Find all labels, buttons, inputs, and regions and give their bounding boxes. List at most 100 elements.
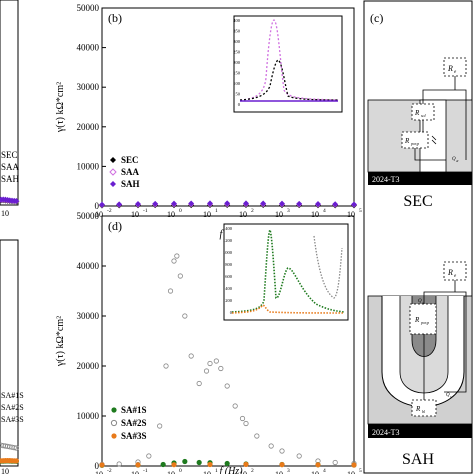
panel-d-xtick-label: 10: [311, 470, 319, 474]
inset-b-yticks-label: 400: [233, 18, 241, 23]
panel-d-point-0: [196, 459, 202, 466]
sah-diagram: 2024-T3 R e R por,p Q p R bl Q b SAH: [367, 261, 473, 468]
panel-d-legend-label-0: SA#1S: [121, 405, 147, 415]
sah-title: SAH: [402, 451, 434, 468]
panel-d-ytick-label: 40000: [77, 261, 100, 271]
panel-b-point-2: [116, 201, 123, 208]
panel-b-inset: 0 50 100 150 200 250 300 350 400: [233, 15, 343, 113]
panel-d-xtick-label: 10: [347, 470, 355, 474]
panel-b-label: (b): [108, 11, 122, 25]
panel-d-legend-marker-2: [111, 433, 117, 439]
panel-b-point-2: [296, 200, 303, 207]
panel-d-frame: [101, 215, 355, 467]
panel-d-point-2: [243, 461, 249, 467]
panel-d-xtick-label: 10: [239, 470, 247, 474]
panel-e-legend-label-0: SA#1S: [1, 391, 24, 400]
panel-d-xtick-label: 10: [203, 470, 211, 474]
inset-d-yticks-label: 400: [225, 286, 233, 291]
panel-b-xtick-exponent: 3: [287, 208, 290, 214]
panel-b-xtick-label: 10: [311, 210, 319, 219]
panel-d-point-1: [243, 420, 249, 427]
panel-d-ytick-label: 50000: [77, 211, 100, 221]
inset-d-yticks-label: 1400: [223, 226, 233, 231]
panel-e-frame: [0, 239, 19, 467]
panel-d-xtick-exponent: -1: [143, 468, 148, 474]
panel-d-point-0: [224, 460, 230, 467]
panel-d-legend-label-2: SA#3S: [121, 431, 147, 441]
panel-b-xtick-exponent: 1: [215, 208, 218, 214]
panel-d-point-1: [203, 368, 210, 374]
panel-b-point-2: [207, 200, 213, 207]
sah-circuit-wires: [423, 280, 467, 400]
sah-re-label: R: [447, 268, 453, 277]
panel-d-points: [99, 253, 357, 468]
panel-d-legend-marker-1: [110, 419, 118, 427]
panel-d-point-1: [207, 360, 213, 367]
sah-rb-sub: bl: [422, 409, 426, 414]
panel-d-point-1: [279, 448, 285, 454]
sah-cpe-bot-label: Q: [446, 393, 450, 398]
panel-b-point-2: [332, 201, 339, 208]
panel-b-point-2: [260, 200, 267, 207]
panel-b-xtick-exponent: 0: [179, 208, 182, 214]
panel-d-point-1: [182, 313, 188, 319]
panel-d-point-0: [160, 461, 166, 468]
panel-b-inset-series-saa: [239, 19, 339, 101]
panel-b-xticks: 10 -2 10 -1 10 0 10 1 10 2 10 3 10 4 10 5: [95, 202, 362, 219]
sah-substrate-label: 2024-T3: [372, 428, 400, 437]
panel-b-point-2: [243, 200, 249, 207]
panel-d-ytick-label: 0: [95, 461, 100, 471]
panel-b-legend-label-1: SAA: [121, 167, 140, 177]
sah-rb-label: R: [415, 405, 421, 413]
panel-d-point-1: [239, 415, 246, 422]
panel-c: (c) 2024-T3 R e R sol R por,p Q dl SEC: [363, 0, 473, 474]
panel-d-point-2: [171, 462, 177, 468]
inset-b-yticks-label: 0: [238, 102, 241, 107]
panel-d-x-axis-label: f (Hz): [219, 466, 243, 474]
panel-e-points-point-1: [11, 444, 17, 451]
panel-b-point-2: [188, 200, 195, 207]
panel-a-points: [0, 196, 20, 205]
panel-b-legend: SEC SAA SAH: [109, 155, 140, 189]
sec-re-label: R: [447, 64, 453, 73]
sah-rpor-box: [409, 303, 437, 335]
panel-d-xtick-label: 10: [167, 470, 175, 474]
panel-d-point-1: [157, 423, 163, 429]
panel-d-ytick-label: 10000: [77, 411, 100, 421]
panel-b-point-2: [99, 201, 105, 208]
panel-d-point-1: [116, 461, 122, 467]
panel-b-xtick-exponent: -1: [143, 208, 148, 214]
panel-b-ytick-label: 0: [95, 201, 100, 211]
inset-b-yticks-label: 100: [233, 81, 241, 86]
panel-c-label: (c): [370, 11, 383, 25]
panel-d-inset-series-sa2s: [313, 235, 343, 299]
panel-b-xtick-label: 10: [275, 210, 283, 219]
panel-d-point-2: [99, 462, 105, 468]
sah-re-sub: e: [454, 274, 457, 279]
panel-b-xtick-label: 10: [167, 210, 175, 219]
panel-d-xtick-exponent: 0: [179, 468, 182, 474]
panel-a-legend-label-0: SEC: [1, 150, 18, 160]
sah-rpor-label: R: [414, 316, 420, 324]
panel-d-point-0: [182, 458, 188, 465]
panel-d-legend-marker-0: [111, 407, 117, 413]
panel-d-point-1: [213, 358, 219, 364]
sec-substrate: [368, 172, 472, 185]
panel-e: SA#1S SA#2S SA#3S 10: [0, 239, 24, 474]
panel-e-points: [0, 442, 19, 464]
sah-cpe-bot-sub: b: [450, 395, 452, 399]
panel-d-label: (d): [108, 219, 122, 233]
panel-a-legend: SEC SAA SAH: [1, 150, 20, 184]
sec-cpe-label: Q: [452, 157, 456, 162]
panel-b-xtick-exponent: 5: [359, 208, 362, 214]
panel-b-point-2: [135, 201, 141, 207]
panel-e-legend-label-2: SA#3S: [1, 415, 24, 424]
panel-d-inset-series-sa1s: [231, 228, 345, 313]
panel-d-point-2: [135, 462, 141, 468]
inset-d-yticks-label: 0: [230, 310, 233, 315]
panel-b-ytick-label: 50000: [77, 3, 100, 13]
panel-b-point-2: [171, 200, 177, 207]
